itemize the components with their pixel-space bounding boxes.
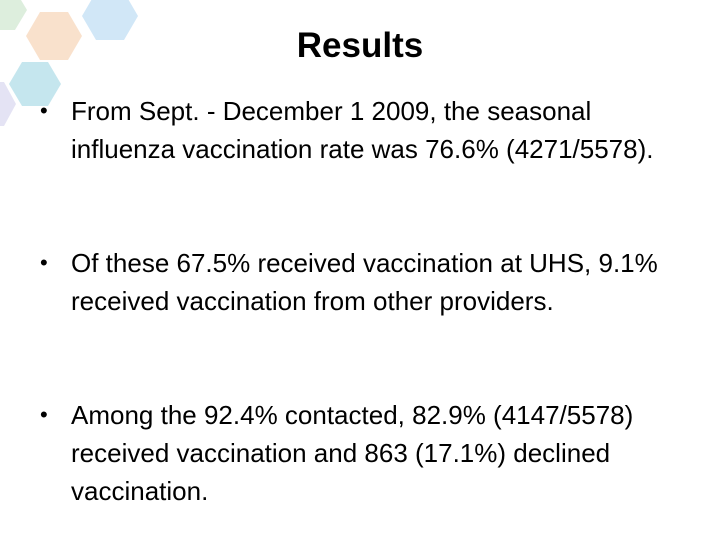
bullet-text: Among the 92.4% contacted, 82.9% (4147/5… [71, 400, 634, 506]
hexagon-green [0, 0, 27, 30]
bullet-text: Of these 67.5% received vaccination at U… [71, 248, 658, 316]
bullet-icon: • [40, 250, 48, 275]
bullet-icon: • [40, 402, 48, 427]
bullet-list: • From Sept. - December 1 2009, the seas… [40, 92, 680, 510]
bullet-item: • Among the 92.4% contacted, 82.9% (4147… [40, 396, 680, 510]
slide-title: Results [296, 26, 424, 65]
hexagon-blue [82, 0, 138, 40]
hexagon-lavender [0, 82, 16, 126]
bullet-item: • From Sept. - December 1 2009, the seas… [40, 92, 680, 168]
bullet-icon: • [40, 98, 48, 123]
hexagon-orange [26, 12, 82, 60]
bullet-text: From Sept. - December 1 2009, the season… [71, 96, 654, 164]
hexagon-teal [9, 62, 61, 106]
hexagon-decoration [0, 0, 138, 126]
bullet-item: • Of these 67.5% received vaccination at… [40, 244, 680, 320]
